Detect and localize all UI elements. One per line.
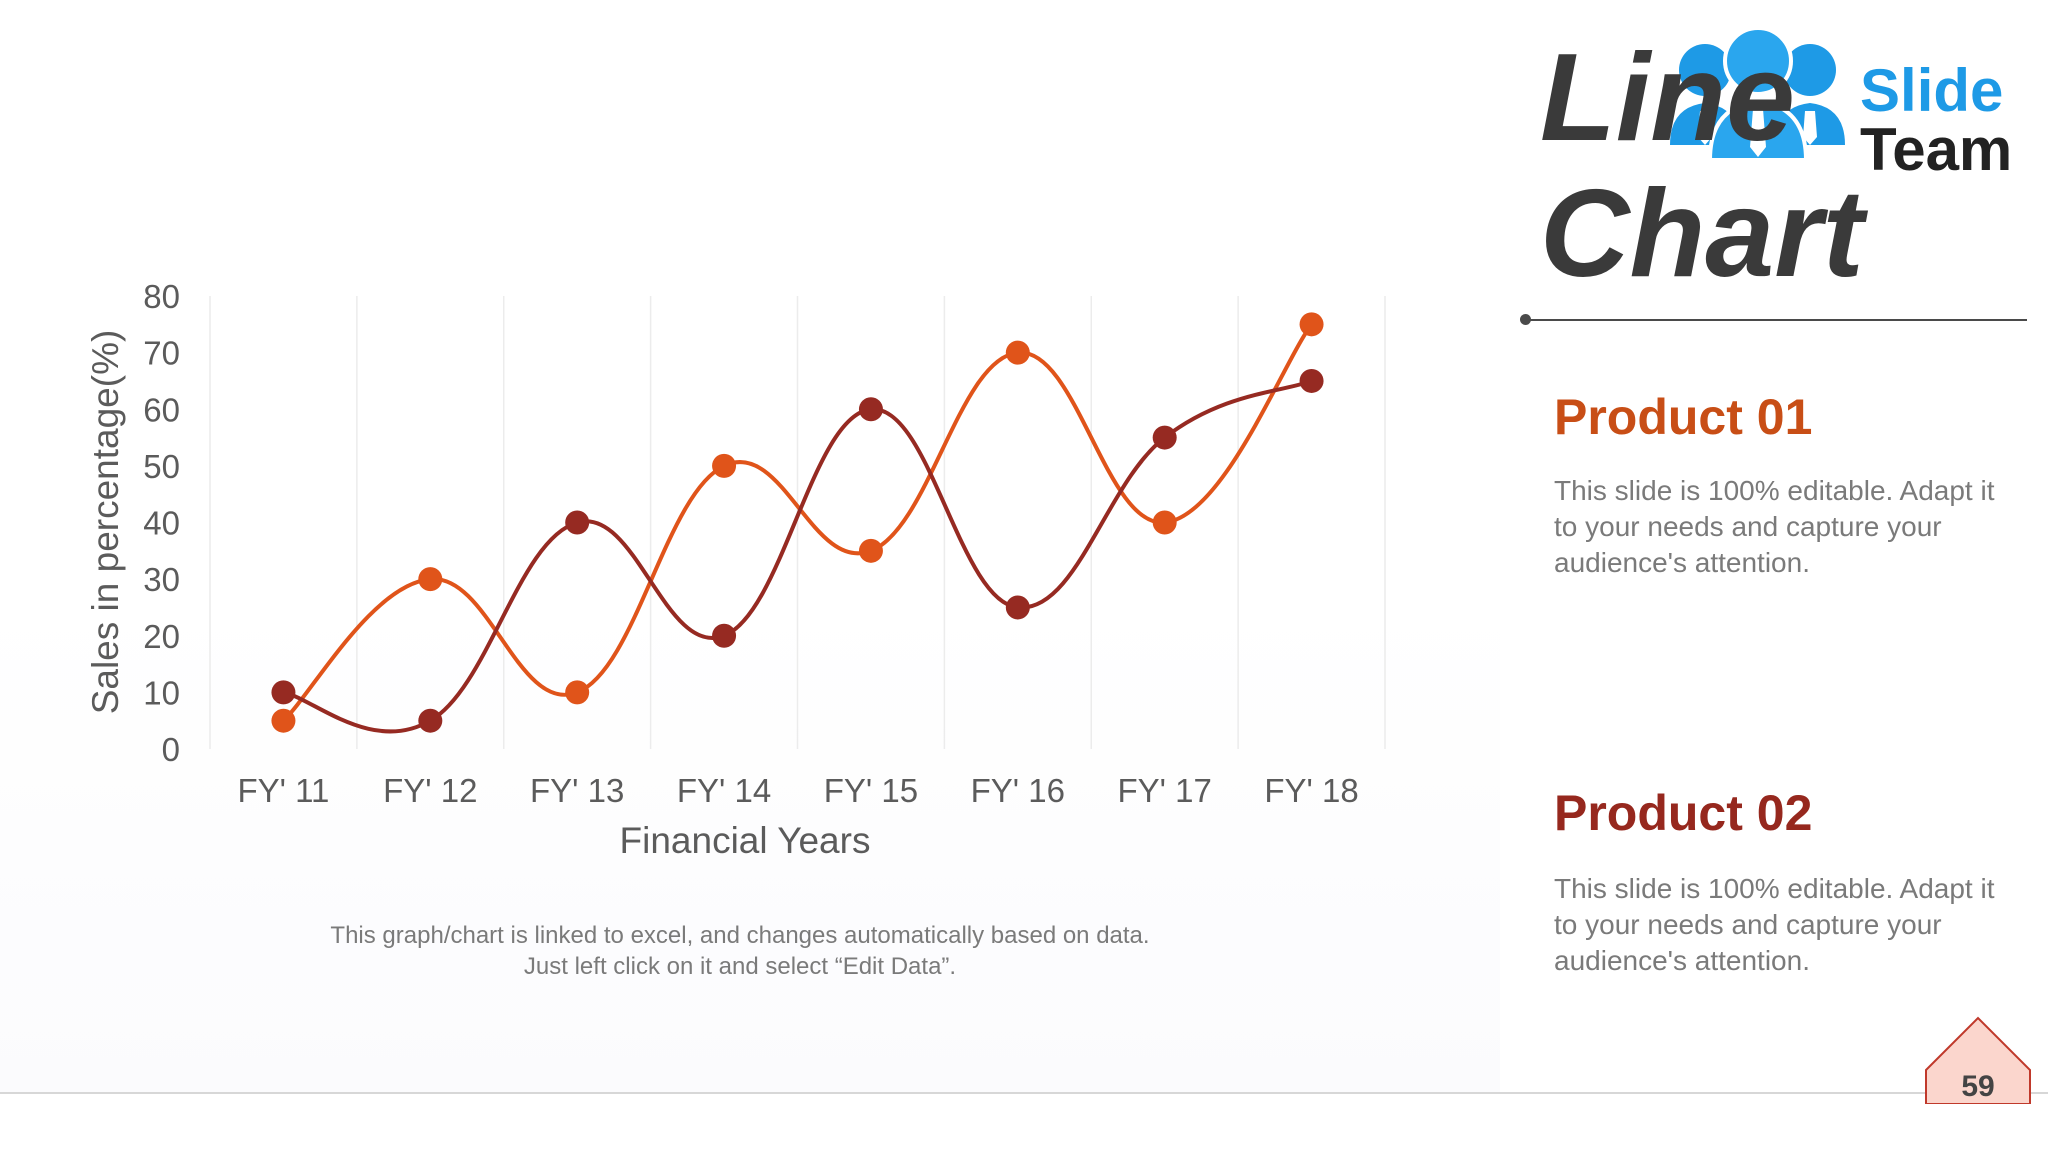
product-02-description: This slide is 100% editable. Adapt it to… [1554, 873, 1995, 976]
series-1-point [1005, 340, 1030, 365]
series-1-point [1152, 510, 1177, 535]
x-axis-ticks: FY' 11 FY' 12 FY' 13 FY' 14 FY' 15 FY' 16 FY' … [237, 772, 1358, 809]
series-2-point [1152, 425, 1177, 450]
x-tick-label: FY' 17 [1118, 772, 1212, 809]
series-markers [271, 312, 1324, 733]
series-1-point [271, 708, 296, 733]
x-tick-label: FY' 18 [1264, 772, 1358, 809]
series-2-point [1005, 595, 1030, 620]
x-tick-label: FY' 16 [971, 772, 1065, 809]
series-2-point [565, 510, 590, 535]
series-1-point [1299, 312, 1324, 337]
series-2-point [858, 397, 883, 422]
title-line-2: Chart [1540, 165, 1864, 303]
chart-caption: This graph/chart is linked to excel, and… [330, 922, 1150, 980]
logo-word-team: Team [1860, 116, 2013, 183]
x-tick-label: FY' 12 [383, 772, 477, 809]
x-tick-label: FY' 15 [824, 772, 918, 809]
slideteam-logo: Slide Team [1660, 25, 2040, 183]
footer-divider [0, 1092, 2048, 1094]
y-tick-label: 70 [143, 335, 180, 372]
y-tick-label: 50 [143, 448, 180, 485]
series-2-line [282, 379, 1313, 734]
product-01-description: This slide is 100% editable. Adapt it to… [1554, 475, 1995, 578]
series-2-point [1299, 368, 1324, 393]
gridlines [209, 296, 1386, 749]
series-1-point [858, 538, 883, 563]
y-tick-label: 80 [143, 278, 180, 315]
x-tick-label: FY' 13 [530, 772, 624, 809]
series-1-point [565, 680, 590, 705]
logo-word-slide: Slide [1860, 57, 2004, 124]
y-tick-label: 30 [143, 561, 180, 598]
y-axis-ticks: 0 10 20 30 40 50 60 70 80 [143, 278, 180, 768]
slide-title: Line Chart [1540, 30, 2020, 302]
title-rule [1522, 319, 2027, 321]
title-line-1: Line [1540, 29, 1795, 167]
series-2-point [418, 708, 443, 733]
series-lines [282, 323, 1314, 734]
series-2-point [712, 623, 737, 648]
y-tick-label: 20 [143, 618, 180, 655]
page-number-badge [1925, 1016, 2031, 1104]
people-icon [1670, 26, 1845, 162]
series-1-point [418, 567, 443, 592]
series-2-point [271, 680, 296, 705]
product-02-heading: Product 02 [1554, 785, 1813, 841]
series-1-point [712, 453, 737, 478]
chart-panel: 0 10 20 30 40 50 60 70 80 FY' 11 FY' 12 FY' 13 FY' … [0, 0, 1500, 1092]
y-tick-label: 0 [162, 731, 180, 768]
series-1-line [282, 323, 1314, 723]
x-tick-label: FY' 14 [677, 772, 771, 809]
x-tick-label: FY' 11 [237, 772, 329, 809]
y-tick-label: 40 [143, 505, 180, 542]
y-axis-title: Sales in percentage(%) [85, 330, 126, 715]
y-tick-label: 10 [143, 674, 180, 711]
y-tick-label: 60 [143, 391, 180, 428]
page-number: 59 [1961, 1070, 1995, 1103]
x-axis-title: Financial Years [620, 820, 871, 861]
product-01-heading: Product 01 [1554, 389, 1813, 445]
